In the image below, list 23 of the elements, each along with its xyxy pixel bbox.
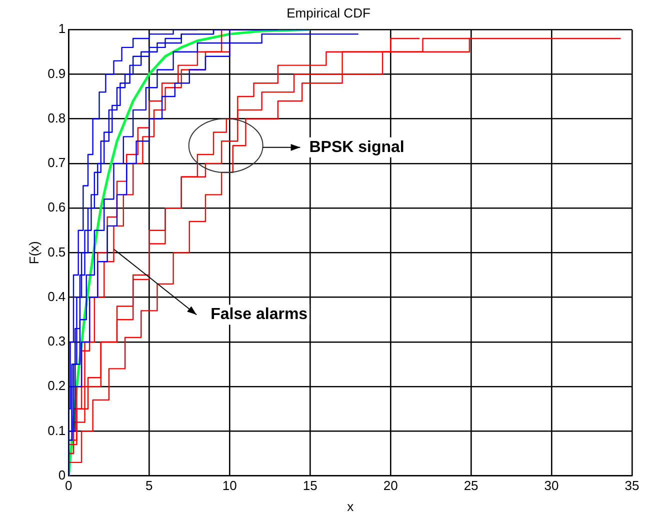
- chart-title: Empirical CDF: [286, 5, 370, 20]
- x-tick-label: 10: [222, 478, 237, 494]
- y-tick-label: 0.8: [48, 110, 66, 126]
- y-tick-label: 0.9: [48, 66, 66, 81]
- y-tick-label: 0.3: [48, 334, 66, 349]
- x-tick-label: 25: [464, 478, 478, 494]
- y-tick-label: 0.7: [48, 155, 66, 170]
- annotation: BPSK signal: [309, 138, 404, 156]
- y-tick-label: 1: [58, 21, 66, 36]
- y-tick-label: 0.2: [48, 378, 66, 394]
- x-tick-label: 35: [624, 478, 640, 494]
- x-tick-label: 20: [383, 478, 398, 494]
- x-tick-label: 30: [544, 478, 559, 494]
- y-tick-label: 0.1: [48, 422, 66, 438]
- annotation: False alarms: [210, 306, 308, 324]
- y-tick-label: 0: [58, 467, 66, 482]
- x-tick-label: 5: [146, 478, 153, 494]
- x-axis-title: x: [347, 498, 354, 514]
- y-axis-title: F(x): [26, 241, 42, 264]
- y-tick-label: 0.4: [48, 288, 66, 304]
- x-tick-label: 15: [302, 478, 318, 494]
- y-tick-label: 0.6: [48, 200, 66, 215]
- y-tick-label: 0.5: [48, 244, 66, 260]
